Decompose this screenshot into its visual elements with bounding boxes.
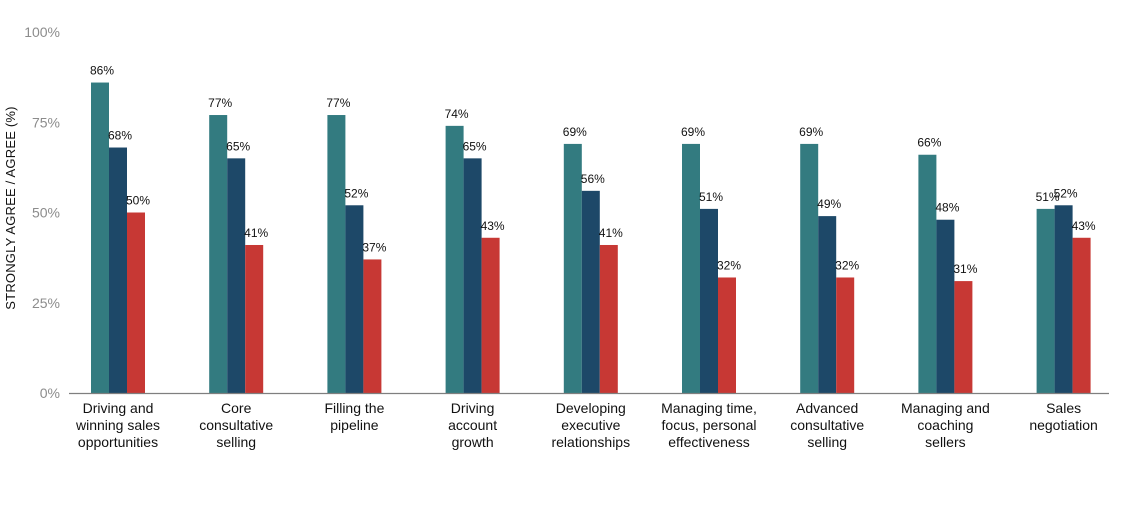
x-tick-label: Driving and winning sales opportunities: [75, 400, 160, 450]
bars: [91, 82, 1091, 394]
bar: [245, 244, 264, 393]
data-label: 51%: [1036, 190, 1060, 204]
y-axis-title: STRONGLY AGREE / AGREE (%): [3, 106, 18, 309]
bar: [1054, 205, 1073, 393]
bar: [599, 244, 618, 393]
bar: [209, 115, 228, 393]
bar-group: [682, 143, 736, 393]
x-tick-label: Sales negotiation: [1029, 400, 1098, 433]
data-label: 48%: [935, 201, 959, 215]
data-label: 43%: [1072, 219, 1096, 233]
data-label: 69%: [681, 125, 705, 139]
bar: [227, 158, 246, 393]
bar: [800, 143, 819, 393]
x-tick-label: Core consultative selling: [199, 400, 273, 450]
data-label: 32%: [835, 258, 859, 272]
bar: [463, 158, 482, 393]
bar: [836, 277, 855, 393]
bar: [1072, 237, 1091, 393]
bar: [345, 205, 364, 393]
bar-group: [800, 143, 855, 393]
bar-group: [1036, 205, 1091, 393]
y-tick-label: 0%: [40, 385, 60, 401]
bar: [682, 143, 700, 393]
y-tick-label: 100%: [24, 24, 60, 40]
bar-group: [445, 125, 500, 394]
bar: [581, 190, 600, 393]
data-label: 52%: [1054, 186, 1078, 200]
data-label: 52%: [344, 186, 368, 200]
data-labels: 86% 68% 50% 77% 65% 41% 77% 52% 37% 74% 65% 43% 69% 5…: [90, 64, 1096, 277]
x-tick-label: Driving account growth: [448, 400, 497, 450]
data-label: 65%: [463, 139, 487, 153]
bar: [700, 208, 718, 393]
data-label: 74%: [445, 107, 469, 121]
data-label: 77%: [208, 96, 232, 110]
bar: [718, 277, 736, 393]
bar: [1036, 208, 1055, 393]
y-tick-label: 25%: [32, 295, 60, 311]
data-label: 37%: [362, 240, 386, 254]
bar: [127, 212, 145, 393]
y-axis: 0% 25% 50% 75% 100%: [24, 24, 60, 401]
data-label: 86%: [90, 64, 114, 78]
bar-group: [91, 82, 145, 393]
data-label: 32%: [717, 258, 741, 272]
data-label: 69%: [563, 125, 587, 139]
bar: [363, 259, 382, 393]
y-tick-label: 75%: [32, 114, 60, 130]
bar-group: [327, 115, 382, 393]
x-tick-label: Filling the pipeline: [324, 400, 384, 433]
bar: [563, 143, 582, 393]
data-label: 66%: [917, 136, 941, 150]
bar: [481, 237, 500, 393]
data-label: 49%: [817, 197, 841, 211]
data-label: 77%: [326, 96, 350, 110]
data-label: 31%: [953, 262, 977, 276]
data-label: 43%: [481, 219, 505, 233]
bar: [445, 125, 464, 394]
bar: [918, 154, 937, 393]
x-tick-label: Managing time, focus, personal effectivene…: [661, 400, 757, 450]
data-label: 41%: [244, 226, 268, 240]
bar: [818, 216, 837, 393]
bar: [91, 82, 109, 393]
y-tick-label: 50%: [32, 205, 60, 221]
bar: [327, 115, 346, 393]
data-label: 56%: [581, 172, 605, 186]
bar-group: [563, 143, 618, 393]
bar-group: [209, 115, 264, 393]
bar: [954, 281, 973, 393]
x-axis-labels: Driving and winning sales opportunities Cor…: [75, 400, 1098, 450]
bar-group: [918, 154, 973, 393]
data-label: 68%: [108, 129, 132, 143]
bar: [109, 147, 127, 393]
data-label: 51%: [699, 190, 723, 204]
data-label: 65%: [226, 139, 250, 153]
data-label: 69%: [799, 125, 823, 139]
x-tick-label: Advanced consultative selling: [790, 400, 864, 450]
x-tick-label: Developing executive relationships: [551, 400, 630, 450]
data-label: 50%: [126, 194, 150, 208]
x-tick-label: Managing and coaching sellers: [901, 400, 990, 450]
bar: [936, 219, 955, 393]
data-label: 41%: [599, 226, 623, 240]
